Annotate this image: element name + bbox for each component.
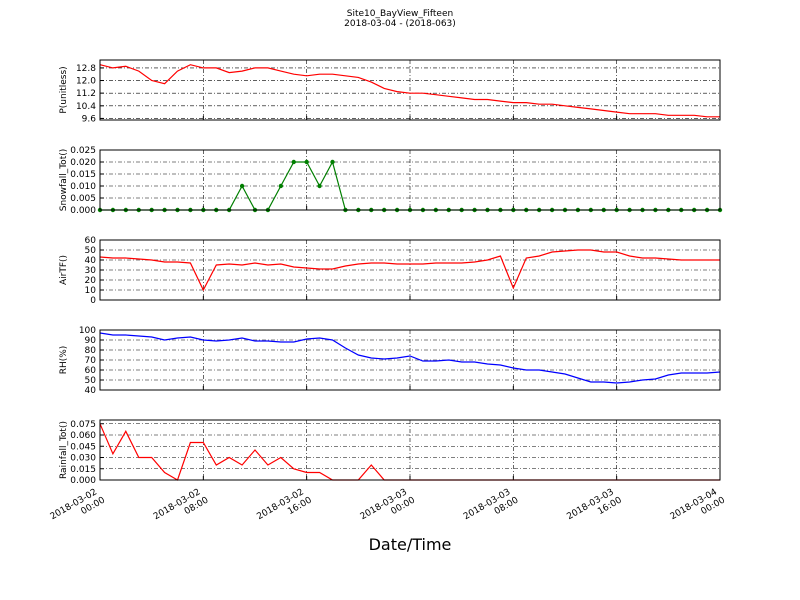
x-tick-label: 2018-03-03 08:00: [462, 486, 521, 532]
y-axis-label: Rainfall_Tot(): [59, 421, 69, 479]
y-tick-label: 0.010: [70, 182, 96, 192]
y-tick-label: 10: [85, 286, 97, 296]
y-tick-label: 9.6: [82, 114, 97, 124]
y-tick-label: 0.025: [70, 146, 96, 156]
data-line: [99, 332, 721, 384]
marker: [304, 159, 309, 165]
y-tick-label: 70: [85, 356, 97, 366]
y-tick-label: 12.0: [76, 77, 96, 87]
data-line: [99, 64, 720, 118]
y-tick-label: 100: [79, 326, 96, 336]
x-tick-label: 2018-03-02 08:00: [152, 486, 211, 532]
marker: [330, 159, 335, 165]
chart-subtitle: 2018-03-04 - (2018-063): [344, 19, 456, 29]
y-tick-label: 80: [85, 346, 97, 356]
y-tick-label: 90: [85, 336, 97, 346]
y-tick-label: 50: [85, 246, 97, 256]
y-tick-label: 10.4: [76, 102, 96, 112]
y-tick-label: 0.000: [70, 476, 96, 486]
y-tick-label: 0.060: [70, 431, 96, 441]
axes-frame: [99, 419, 721, 481]
y-axis-label: RH(%): [59, 346, 69, 375]
marker: [317, 183, 322, 189]
y-tick-label: 0.045: [70, 442, 96, 452]
marker: [291, 159, 296, 165]
y-tick-label: 0: [90, 296, 96, 306]
y-tick-label: 0.020: [70, 158, 96, 168]
x-tick-label: 2018-03-02 00:00: [49, 486, 108, 532]
y-tick-label: 0.015: [70, 465, 96, 475]
x-axis-label: Date/Time: [369, 535, 452, 554]
y-tick-label: 40: [85, 386, 97, 396]
y-axis-label: AirTF(): [59, 255, 69, 285]
data-line: [99, 249, 720, 292]
y-axis-label: Snowfall_Tot(): [59, 149, 69, 212]
y-tick-label: 0.030: [70, 454, 96, 464]
x-tick-label: 2018-03-04 00:00: [669, 486, 728, 532]
y-tick-label: 12.8: [76, 64, 96, 74]
axes-frame: [99, 149, 721, 211]
y-tick-label: 60: [85, 236, 97, 246]
y-axis-label: P(unitless): [59, 66, 69, 113]
x-tick-label: 2018-03-02 16:00: [255, 486, 314, 532]
y-tick-label: 0.015: [70, 170, 96, 180]
y-tick-label: 50: [85, 376, 97, 386]
y-tick-label: 0.005: [70, 194, 96, 204]
chart-title: Site10_BayView_Fifteen: [347, 9, 453, 19]
y-tick-label: 60: [85, 366, 97, 376]
y-tick-label: 0.075: [70, 420, 96, 430]
x-tick-label: 2018-03-03 00:00: [359, 486, 418, 532]
y-tick-label: 11.2: [76, 89, 96, 99]
y-tick-label: 40: [85, 256, 97, 266]
marker: [278, 183, 284, 189]
axes-frame: [99, 329, 721, 391]
y-tick-label: 0.000: [70, 206, 96, 216]
y-tick-label: 30: [85, 266, 97, 276]
axes-frame: [99, 59, 721, 121]
axes-frame: [99, 239, 721, 301]
y-tick-label: 20: [85, 276, 97, 286]
x-tick-label: 2018-03-03 16:00: [565, 486, 624, 532]
marker: [239, 183, 245, 189]
